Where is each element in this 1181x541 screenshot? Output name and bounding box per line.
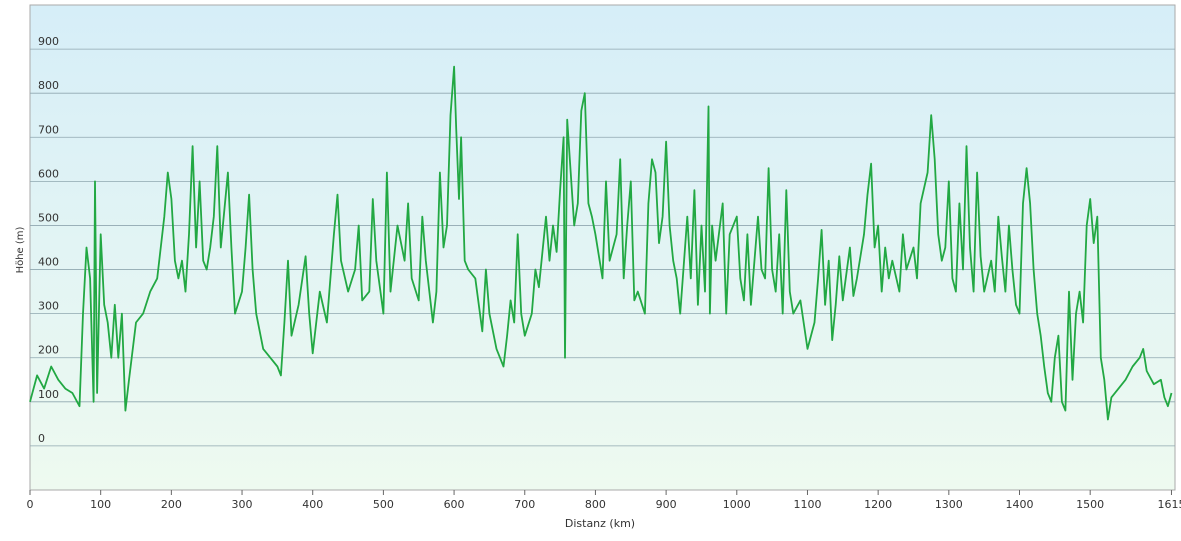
x-tick-label: 200 xyxy=(161,498,182,511)
y-tick-label: 800 xyxy=(38,79,59,92)
x-tick-label: 700 xyxy=(514,498,535,511)
y-tick-label: 300 xyxy=(38,300,59,313)
x-tick-label: 1200 xyxy=(864,498,892,511)
y-tick-label: 100 xyxy=(38,388,59,401)
y-tick-label: 500 xyxy=(38,211,59,224)
y-tick-label: 600 xyxy=(38,167,59,180)
x-tick-label: 1000 xyxy=(723,498,751,511)
y-tick-label: 200 xyxy=(38,344,59,357)
x-tick-label: 500 xyxy=(373,498,394,511)
x-tick-label: 1100 xyxy=(793,498,821,511)
y-axis-label: Höhe (m) xyxy=(15,226,26,273)
y-tick-label: 700 xyxy=(38,123,59,136)
elevation-line xyxy=(29,65,1173,421)
x-tick-label: 300 xyxy=(232,498,253,511)
x-tick-label: 100 xyxy=(90,498,111,511)
x-tick-label: 900 xyxy=(656,498,677,511)
x-tick-label: 800 xyxy=(585,498,606,511)
x-tick-label: 400 xyxy=(302,498,323,511)
x-tick-label: 0 xyxy=(27,498,34,511)
x-tick-label: 1500 xyxy=(1076,498,1104,511)
y-tick-label: 0 xyxy=(38,432,45,445)
y-tick-label: 400 xyxy=(38,256,59,269)
y-tick-label: 900 xyxy=(38,35,59,48)
x-tick-label: 1400 xyxy=(1006,498,1034,511)
x-tick-label: 600 xyxy=(444,498,465,511)
x-tick-label: 1300 xyxy=(935,498,963,511)
x-tick-label: 1615 xyxy=(1157,498,1181,511)
x-axis-label: Distanz (km) xyxy=(565,517,635,530)
